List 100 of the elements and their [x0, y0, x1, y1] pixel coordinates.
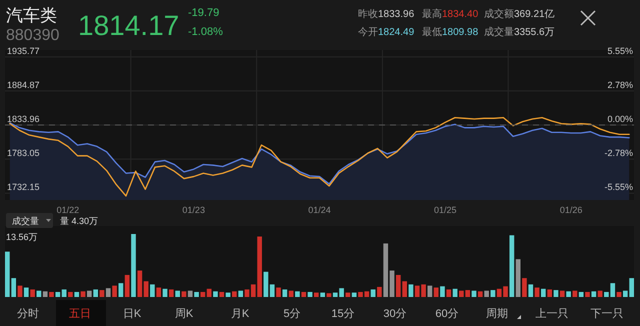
bar: [100, 290, 104, 297]
bar: [566, 291, 571, 297]
bar: [226, 292, 230, 297]
y2-tick-label: 2.78%: [607, 80, 633, 90]
bar: [112, 286, 117, 297]
bar: [288, 290, 294, 297]
bar: [377, 286, 382, 297]
y2-tick-label: -5.55%: [604, 182, 633, 192]
bar: [578, 292, 584, 297]
text: 1814.17: [78, 10, 180, 41]
bar: [560, 290, 565, 297]
bar: [68, 292, 73, 297]
bar: [49, 292, 54, 297]
annotation: 13.56万: [6, 232, 38, 242]
bar: [320, 292, 326, 297]
bar: [74, 292, 80, 297]
bar: [238, 290, 244, 297]
text: -19.79: [188, 7, 220, 19]
bar: [175, 290, 180, 297]
bar: [30, 289, 35, 297]
y-tick-label: 1884.87: [7, 80, 40, 90]
bar: [396, 274, 401, 297]
text: 五日: [69, 308, 91, 320]
bar: [622, 290, 628, 297]
text: 今开1824.49: [358, 26, 415, 38]
bar: [150, 284, 155, 297]
bar: [528, 284, 534, 297]
bar: [162, 288, 168, 297]
bar: [591, 291, 596, 297]
bar: [352, 292, 357, 297]
bar: [472, 290, 476, 297]
y-tick-label: 1833.96: [7, 114, 40, 124]
bar: [370, 289, 376, 297]
bar: [408, 284, 414, 297]
bar: [106, 288, 111, 297]
bar: [206, 288, 212, 297]
text: 量 4.30万: [60, 216, 98, 226]
y2-tick-label: 0.00%: [607, 114, 633, 124]
text: 成交额369.21亿: [484, 8, 555, 20]
bar: [194, 292, 199, 297]
bar: [11, 278, 16, 297]
bar: [547, 289, 552, 297]
bar: [188, 290, 193, 297]
bar: [402, 281, 407, 297]
x-tick-label: 01/24: [308, 205, 331, 216]
y2-tick-label: -2.78%: [604, 148, 633, 158]
text: 最高1834.40: [422, 8, 479, 20]
bar: [522, 278, 527, 297]
bar: [446, 289, 452, 297]
bar: [295, 291, 300, 297]
text: 分时: [17, 306, 39, 320]
bar: [42, 291, 48, 297]
bar: [598, 290, 602, 297]
bar: [308, 292, 312, 297]
bar: [232, 291, 237, 297]
bar: [326, 293, 332, 297]
chart-title: 汽车类: [6, 6, 57, 25]
y-tick-label: 1783.05: [7, 148, 40, 158]
bar: [427, 286, 432, 297]
bar: [276, 288, 281, 297]
bar: [440, 286, 445, 297]
bar: [301, 292, 306, 297]
bar: [484, 290, 489, 297]
bar: [585, 292, 590, 297]
bar: [200, 292, 206, 297]
bar: [219, 292, 224, 297]
text: 成交量3355.6万: [484, 26, 555, 38]
bar: [18, 286, 22, 297]
bar: [213, 291, 218, 297]
bar: [540, 288, 546, 297]
bar: [314, 292, 319, 297]
bar: [62, 289, 66, 297]
x-tick-label: 01/26: [560, 205, 582, 216]
bar: [5, 252, 10, 297]
x-tick-label: 01/23: [182, 205, 205, 216]
bar: [478, 291, 483, 297]
y-tick-label: 1732.15: [7, 182, 40, 192]
bar: [554, 290, 558, 297]
bar: [168, 289, 174, 297]
text: 日K: [122, 308, 142, 320]
bar: [36, 290, 42, 297]
bar: [459, 290, 464, 297]
text: 昨收1833.96: [358, 8, 415, 20]
bar: [124, 274, 130, 297]
bar: [629, 278, 634, 297]
text: 成交量: [12, 216, 39, 226]
x-tick-label: 01/22: [56, 205, 80, 216]
text: 最低1809.98: [422, 27, 479, 38]
bar: [156, 288, 162, 297]
bar: [118, 283, 124, 297]
y-tick-label: 1935.77: [7, 46, 40, 56]
x-tick-label: 01/25: [434, 205, 457, 216]
bar: [80, 291, 86, 297]
bar: [182, 291, 186, 297]
text: 上一只: [536, 306, 568, 320]
bar: [86, 290, 92, 297]
text: 15分: [331, 308, 355, 320]
bar: [572, 290, 578, 297]
bar: [55, 292, 60, 297]
bar: [93, 289, 98, 297]
